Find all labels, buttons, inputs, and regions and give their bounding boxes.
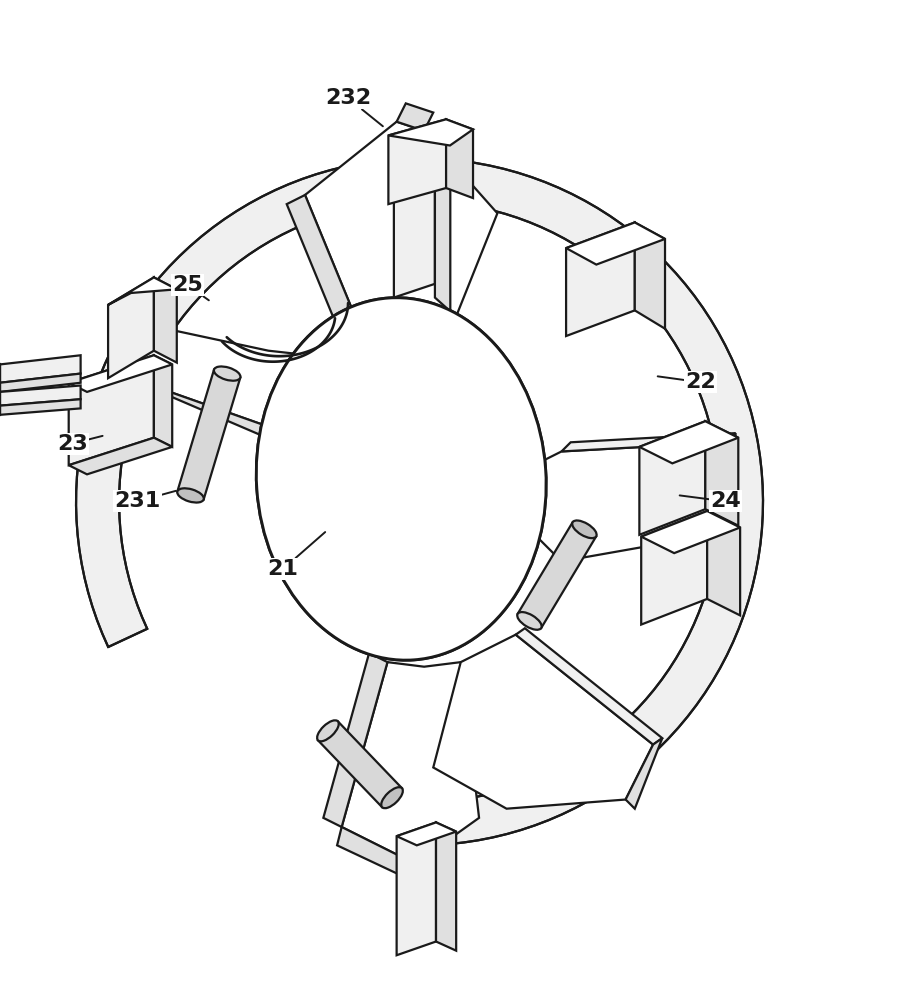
Polygon shape <box>305 122 497 351</box>
Ellipse shape <box>370 341 396 357</box>
Polygon shape <box>394 131 451 158</box>
Polygon shape <box>154 277 177 363</box>
Text: 25: 25 <box>172 275 209 300</box>
Polygon shape <box>76 158 763 844</box>
Text: 21: 21 <box>267 532 325 579</box>
Polygon shape <box>518 522 596 628</box>
Polygon shape <box>562 433 736 451</box>
Polygon shape <box>525 442 726 561</box>
Text: 232: 232 <box>325 88 383 126</box>
Polygon shape <box>566 222 635 336</box>
Polygon shape <box>69 438 172 474</box>
Text: 24: 24 <box>680 491 741 511</box>
Polygon shape <box>639 421 705 535</box>
Polygon shape <box>117 374 287 442</box>
Text: 23: 23 <box>57 434 103 454</box>
Polygon shape <box>707 511 740 615</box>
Ellipse shape <box>518 612 541 630</box>
Polygon shape <box>69 355 172 392</box>
Polygon shape <box>318 721 402 807</box>
Polygon shape <box>397 822 436 955</box>
Polygon shape <box>108 277 154 378</box>
Polygon shape <box>69 355 154 465</box>
Polygon shape <box>516 628 662 745</box>
Polygon shape <box>435 131 451 311</box>
Polygon shape <box>0 374 81 392</box>
Ellipse shape <box>317 720 339 741</box>
Ellipse shape <box>381 787 403 808</box>
Polygon shape <box>108 277 177 305</box>
Polygon shape <box>117 319 140 378</box>
Polygon shape <box>0 355 81 383</box>
Polygon shape <box>626 738 662 809</box>
Polygon shape <box>388 119 446 204</box>
Polygon shape <box>131 323 360 433</box>
Polygon shape <box>178 370 240 499</box>
Polygon shape <box>388 119 473 146</box>
Polygon shape <box>446 119 473 198</box>
Ellipse shape <box>416 448 442 464</box>
Text: 231: 231 <box>114 491 176 511</box>
Polygon shape <box>342 662 479 864</box>
Polygon shape <box>337 827 415 882</box>
Polygon shape <box>397 822 456 845</box>
Ellipse shape <box>256 298 546 660</box>
Polygon shape <box>635 222 665 329</box>
Ellipse shape <box>178 488 203 503</box>
Polygon shape <box>0 399 81 415</box>
Polygon shape <box>323 653 387 827</box>
Polygon shape <box>566 222 665 265</box>
Ellipse shape <box>214 366 240 381</box>
Polygon shape <box>287 195 369 360</box>
Polygon shape <box>154 355 172 447</box>
Polygon shape <box>436 822 456 951</box>
Ellipse shape <box>256 298 546 660</box>
Polygon shape <box>641 511 740 553</box>
Polygon shape <box>0 385 81 406</box>
Polygon shape <box>370 343 442 461</box>
Text: 22: 22 <box>658 372 716 392</box>
Ellipse shape <box>572 520 596 538</box>
Polygon shape <box>717 433 736 534</box>
Polygon shape <box>641 511 707 625</box>
Polygon shape <box>639 421 738 463</box>
Polygon shape <box>394 131 435 298</box>
Polygon shape <box>705 421 738 526</box>
Polygon shape <box>397 103 433 131</box>
Polygon shape <box>433 635 653 809</box>
